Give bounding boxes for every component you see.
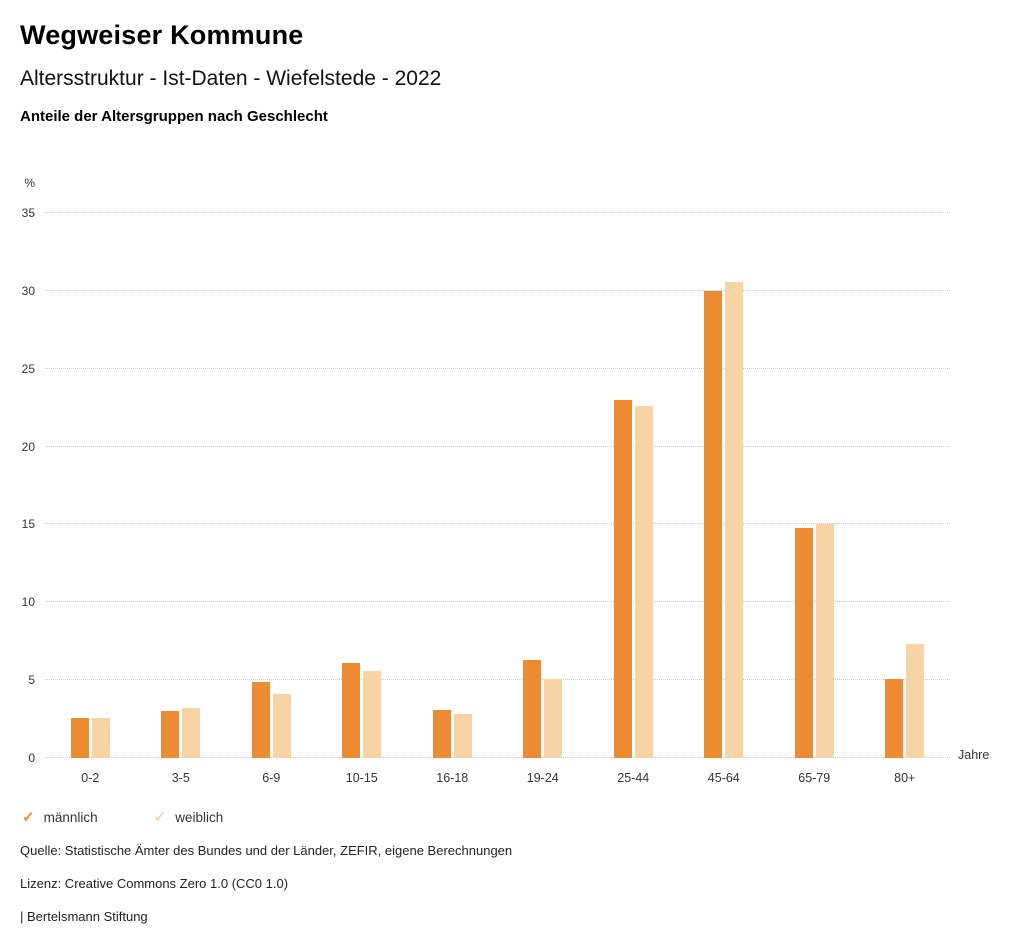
gridline: 15 — [22, 517, 950, 531]
x-axis-tick-label: 6-9 — [262, 771, 281, 785]
chart-footer: Quelle: Statistische Ämter des Bundes un… — [20, 843, 1004, 924]
bar-weiblich[interactable] — [634, 406, 653, 758]
chart-legend: ✓ männlich ✓ weiblich — [22, 810, 1004, 825]
bar-männlich[interactable] — [794, 527, 813, 758]
legend-item-männlich[interactable]: ✓ männlich — [22, 810, 98, 825]
bar-group: 0-2 — [70, 213, 110, 785]
x-axis-tick-label: 45-64 — [707, 771, 740, 785]
bar-männlich[interactable] — [885, 678, 904, 758]
attribution-text: | Bertelsmann Stiftung — [20, 909, 148, 924]
gridline: 0 — [28, 751, 950, 765]
gridline: 5 — [28, 673, 950, 687]
legend-label: weiblich — [175, 810, 224, 825]
x-axis-tick-label: 25-44 — [617, 771, 650, 785]
chart-subtitle: Altersstruktur - Ist-Daten - Wiefelstede… — [20, 67, 442, 90]
source-text: Quelle: Statistische Ämter des Bundes un… — [20, 843, 513, 858]
bar-group: 3-5 — [161, 213, 201, 785]
gridlines-layer: 0 5 10 15 20 25 30 35 — [22, 206, 950, 765]
bars-layer: 0-2 3-5 6-9 10-15 16-18 19-24 25-44 45-64 65-79 8… — [45, 213, 950, 785]
bar-weiblich[interactable] — [906, 644, 925, 758]
bar-group: 19-24 — [523, 213, 563, 785]
bar-group: 80+ — [885, 213, 925, 785]
x-axis-tick-label: 19-24 — [526, 771, 559, 785]
bar-weiblich[interactable] — [544, 678, 563, 758]
license-text: Lizenz: Creative Commons Zero 1.0 (CC0 1… — [20, 876, 289, 891]
x-axis-tick-label: 16-18 — [436, 771, 469, 785]
legend-item-weiblich[interactable]: ✓ weiblich — [154, 810, 224, 825]
bar-männlich[interactable] — [70, 717, 89, 758]
bar-group: 65-79 — [794, 213, 834, 785]
check-icon: ✓ — [22, 809, 35, 826]
bar-group: 10-15 — [342, 213, 382, 785]
gridline: 25 — [22, 362, 950, 376]
bar-weiblich[interactable] — [91, 717, 110, 758]
bar-männlich[interactable] — [523, 659, 542, 758]
bar-weiblich[interactable] — [182, 708, 201, 758]
y-axis-tick-label: 0 — [28, 751, 35, 765]
bar-männlich[interactable] — [613, 399, 632, 758]
bar-männlich[interactable] — [251, 681, 270, 758]
x-axis-tick-label: 0-2 — [81, 771, 100, 785]
chart-heading: Anteile der Altersgruppen nach Geschlech… — [20, 108, 328, 125]
bar-weiblich[interactable] — [815, 524, 834, 758]
bar-männlich[interactable] — [704, 290, 723, 758]
x-axis-tick-label: 80+ — [894, 771, 916, 785]
y-axis-tick-label: 25 — [21, 361, 35, 376]
bar-männlich[interactable] — [161, 711, 180, 758]
gridline: 20 — [22, 440, 950, 454]
bar-männlich[interactable] — [432, 709, 451, 758]
y-axis-tick-label: 20 — [21, 439, 35, 454]
bar-männlich[interactable] — [342, 663, 361, 758]
page-title: Wegweiser Kommune — [20, 20, 304, 50]
bar-weiblich[interactable] — [453, 714, 472, 758]
bar-group: 16-18 — [432, 213, 472, 785]
check-icon: ✓ — [153, 809, 167, 826]
x-axis-tick-label: 65-79 — [798, 771, 831, 785]
bar-weiblich[interactable] — [725, 281, 744, 758]
y-axis-unit-label: % — [24, 176, 35, 190]
y-axis-tick-label: 30 — [21, 283, 35, 298]
bar-weiblich[interactable] — [363, 670, 382, 758]
legend-label: männlich — [43, 810, 98, 825]
gridline: 10 — [22, 595, 950, 609]
grouped-bar-chart: % 0 5 10 15 20 25 30 35 0-2 3-5 6-9 10-15 16-18 19-2… — [22, 176, 990, 785]
gridline: 30 — [22, 284, 950, 298]
y-axis-tick-label: 5 — [28, 673, 35, 688]
x-axis-tick-label: 10-15 — [345, 771, 378, 785]
y-axis-tick-label: 10 — [21, 595, 35, 610]
bar-weiblich[interactable] — [272, 694, 291, 758]
y-axis-tick-label: 15 — [21, 517, 35, 532]
bar-group: 45-64 — [704, 213, 744, 785]
bar-group: 6-9 — [251, 213, 291, 785]
gridline: 35 — [22, 206, 950, 220]
y-axis-tick-label: 35 — [21, 206, 35, 220]
x-axis-tick-label: 3-5 — [171, 771, 190, 785]
x-axis-unit-label: Jahre — [958, 748, 990, 762]
bar-group: 25-44 — [613, 213, 653, 785]
